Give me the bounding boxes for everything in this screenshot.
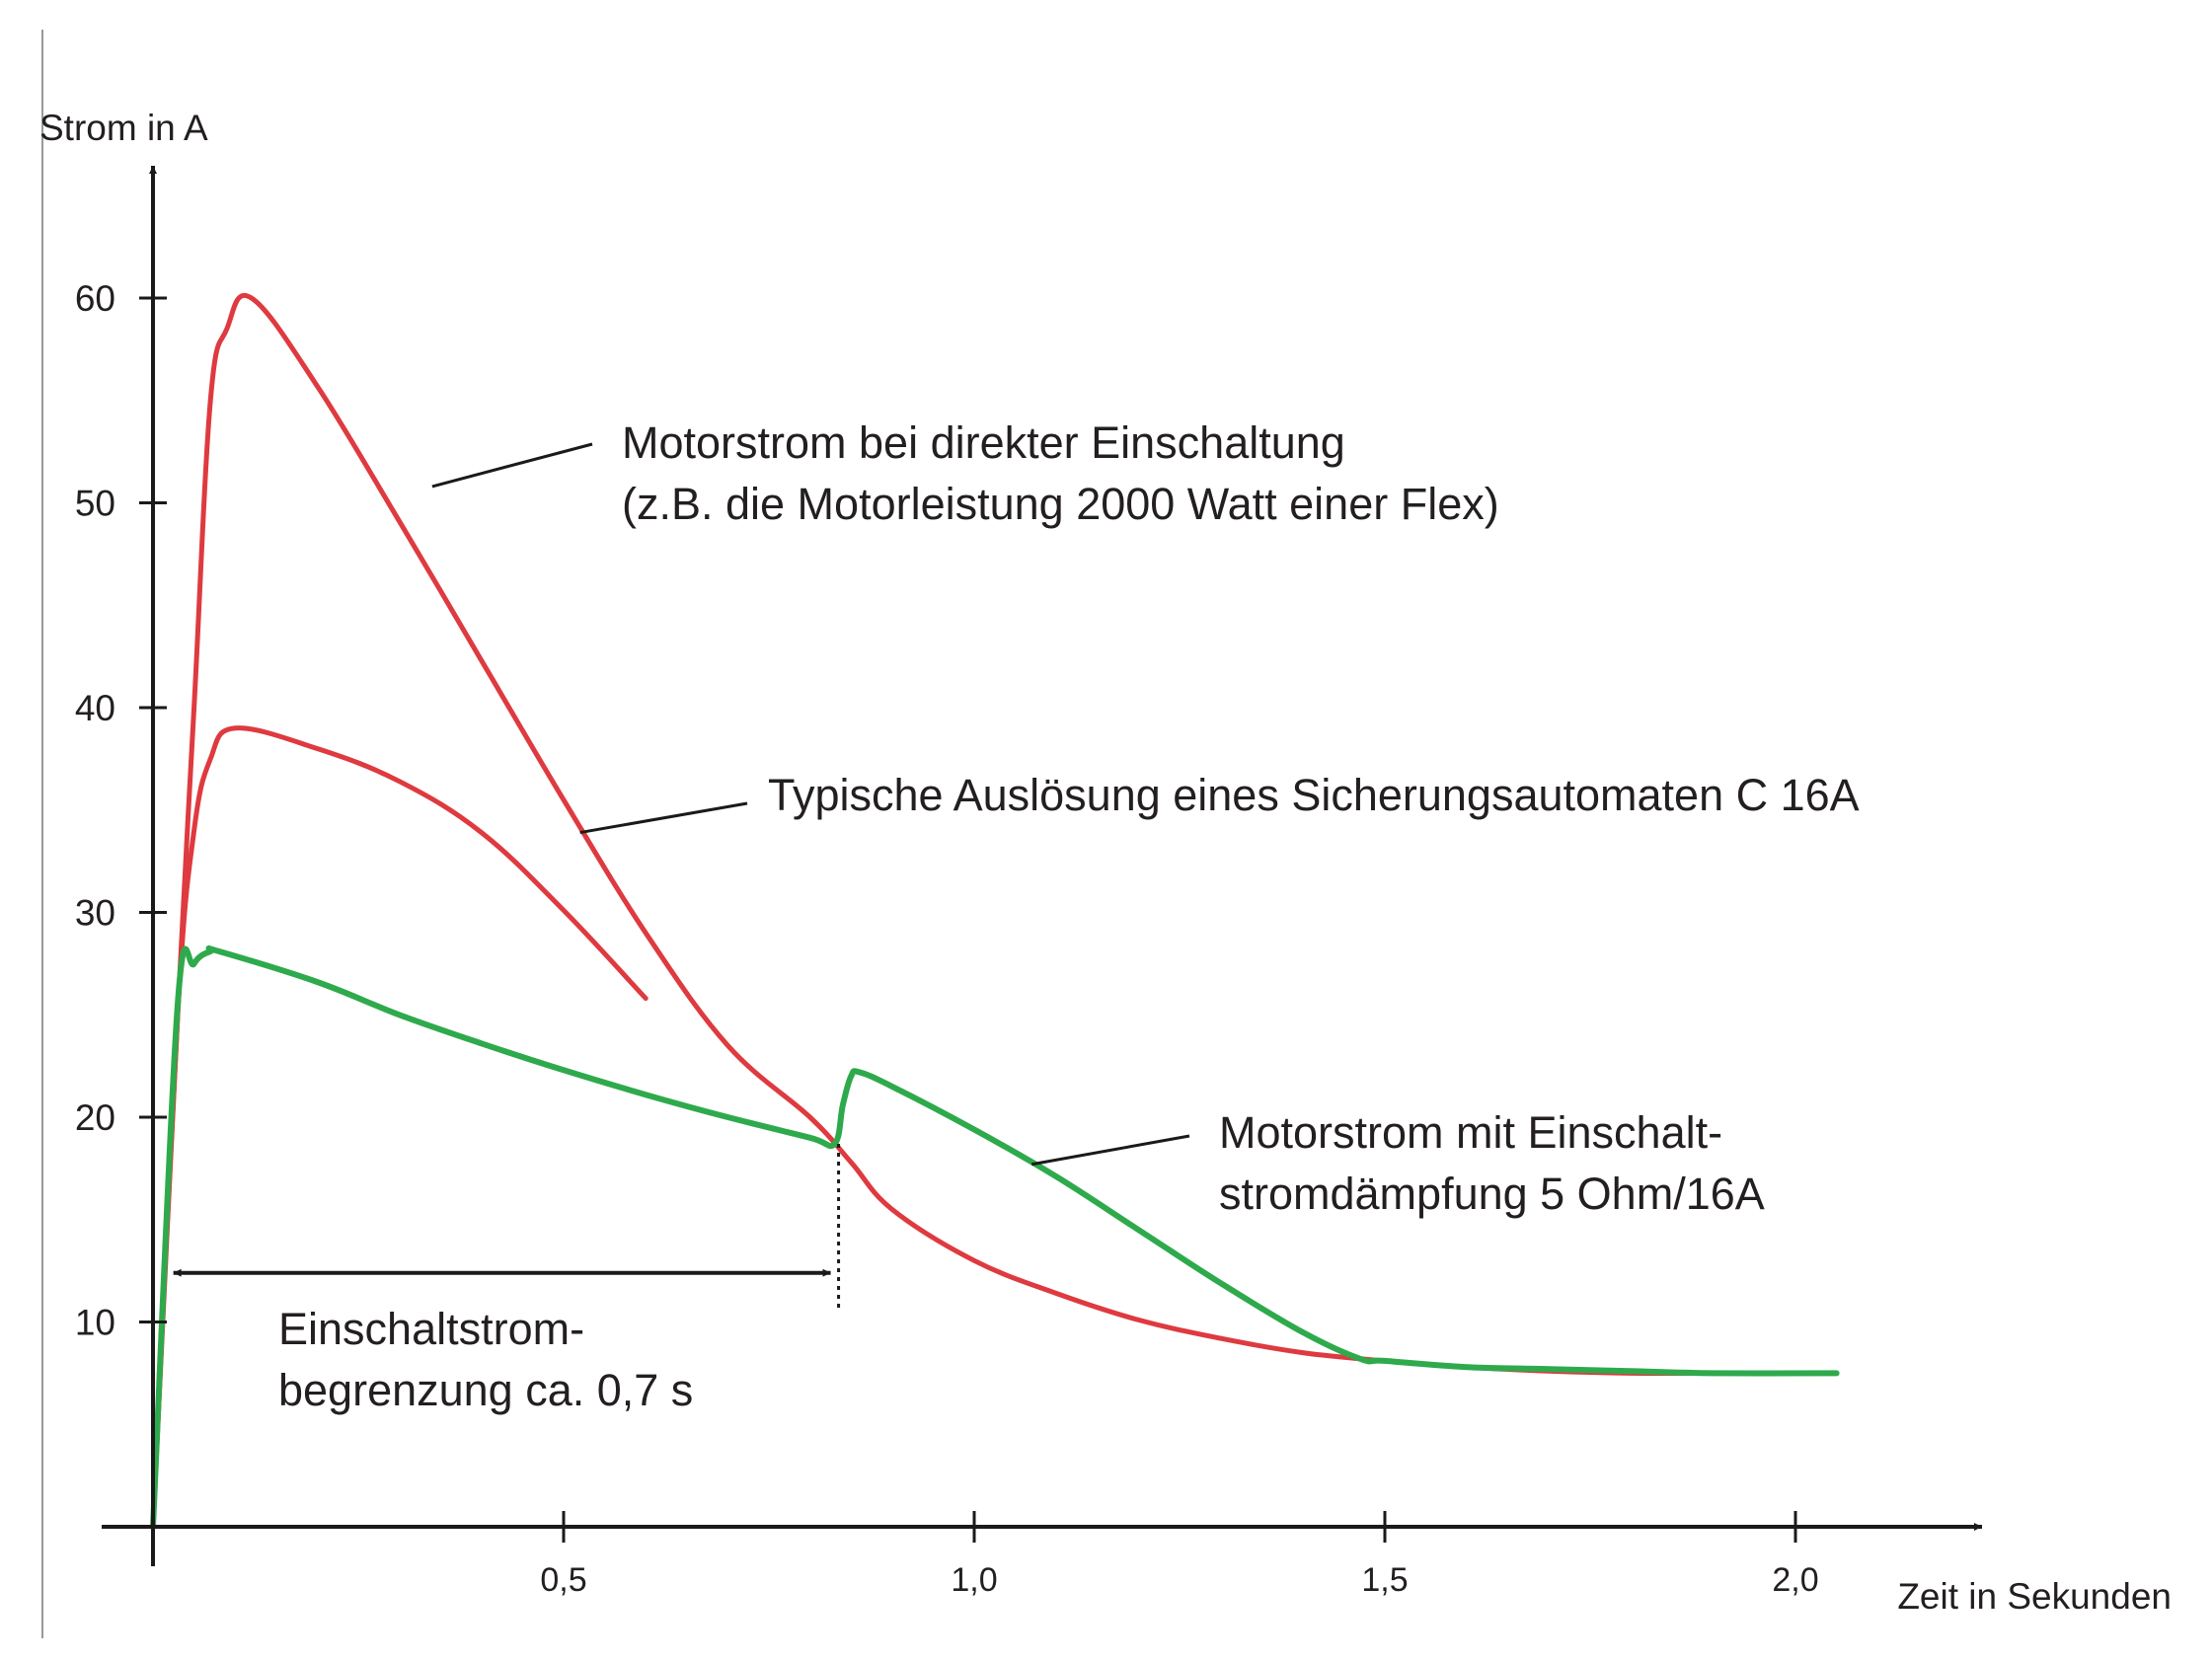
label-inrush-line1: Einschaltstrom-	[278, 1304, 584, 1354]
x-tick-label-1-5: 1,5	[1361, 1561, 1408, 1599]
y-axis-title: Strom in A	[39, 108, 208, 148]
y-tick-label-30: 30	[75, 893, 115, 934]
label-direct-start-line1: Motorstrom bei direkter Einschaltung	[622, 417, 1345, 468]
label-inrush-line2: begrenzung ca. 0,7 s	[278, 1365, 693, 1415]
curve-soft-start	[150, 944, 1840, 1530]
annotations-layer: Motorstrom bei direkter Einschaltung (z.B…	[173, 417, 1860, 1415]
y-tick-label-40: 40	[75, 688, 115, 728]
pointer-breaker-trip	[579, 801, 748, 835]
pointer-direct-start	[431, 442, 593, 489]
label-breaker-trip: Typische Auslösung eines Sicherungsautom…	[768, 770, 1860, 820]
pointer-soft-start	[1030, 1134, 1190, 1167]
x-tick-label-1: 1,0	[951, 1561, 997, 1599]
x-tick-label-2: 2,0	[1772, 1561, 1818, 1599]
y-tick-label-50: 50	[75, 484, 115, 524]
y-tick-label-60: 60	[75, 278, 115, 319]
label-direct-start-line2: (z.B. die Motorleistung 2000 Watt einer …	[622, 479, 1499, 529]
y-tick-label-20: 20	[75, 1097, 115, 1138]
y-tick-label-10: 10	[75, 1303, 115, 1343]
label-soft-start-line1: Motorstrom mit Einschalt-	[1219, 1107, 1722, 1158]
label-soft-start-line2: stromdämpfung 5 Ohm/16A	[1219, 1169, 1765, 1219]
curves-layer	[150, 293, 1840, 1530]
x-axis-title: Zeit in Sekunden	[1897, 1576, 2172, 1617]
axes-layer: 10 20 30 40 50 60 0,5 1,0 1,5 2,0 Strom in A Zeit i…	[39, 108, 2172, 1617]
x-tick-label-0-5: 0,5	[540, 1561, 586, 1599]
